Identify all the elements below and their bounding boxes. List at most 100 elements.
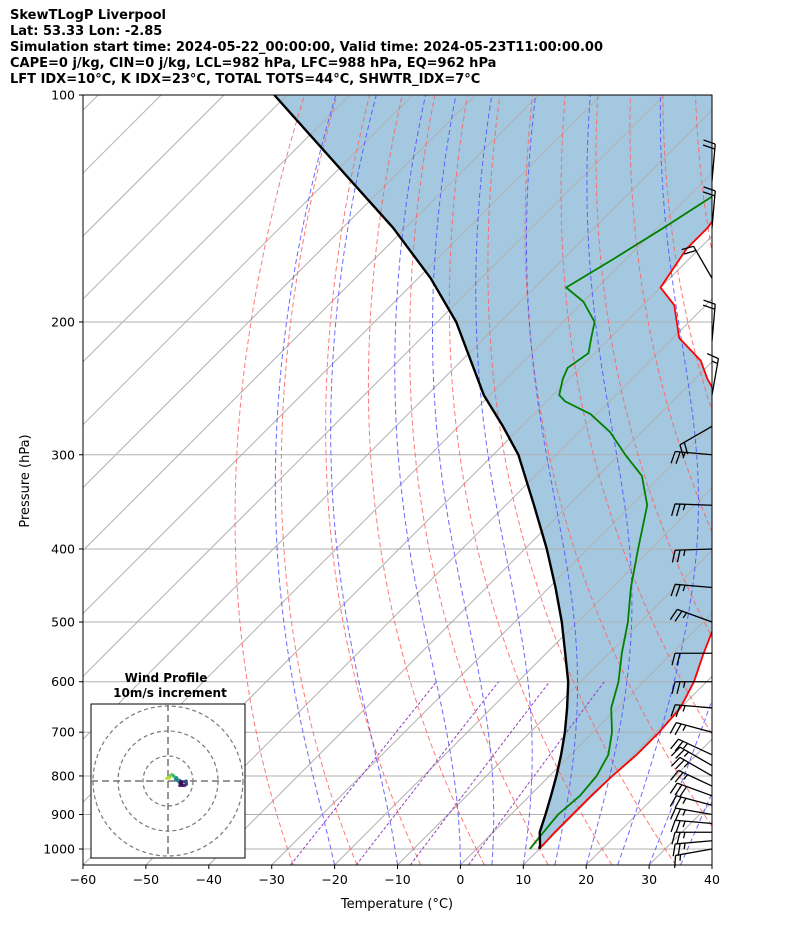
x-tick-label: 20	[578, 872, 594, 887]
barb-half-flag	[683, 549, 686, 557]
y-tick-label: 900	[51, 807, 75, 822]
x-tick-label: −20	[321, 872, 347, 887]
wind-barb	[670, 450, 713, 464]
sounding-profiles	[273, 95, 712, 850]
barb-flag	[670, 451, 676, 464]
barb-flag	[669, 807, 677, 820]
isotherm	[83, 109, 712, 740]
barb-flag	[670, 746, 681, 757]
barb-half-flag	[682, 705, 686, 712]
barb-half-flag	[683, 761, 690, 768]
barb-half-flag	[683, 751, 690, 757]
isotherm	[397, 549, 712, 865]
barb-staff	[711, 304, 716, 342]
barb-half-flag	[711, 360, 718, 365]
barb-half-flag	[682, 809, 687, 816]
moist-adiabat	[680, 792, 712, 865]
barb-flag	[674, 855, 677, 868]
moist-adiabat	[585, 95, 633, 865]
barb-flag	[677, 843, 681, 856]
wind-barb	[669, 782, 713, 798]
dry-adiabat	[234, 95, 305, 865]
dry-adiabat	[524, 95, 712, 828]
wind-barb	[669, 795, 713, 809]
y-tick-label: 700	[51, 725, 75, 740]
barb-half-flag	[682, 724, 687, 731]
wind-barb	[671, 831, 712, 845]
moist-adiabat	[648, 698, 712, 865]
barb-half-flag	[683, 774, 689, 780]
barb-flag	[675, 584, 681, 597]
moist-adiabat	[330, 95, 398, 865]
y-axis-label: Pressure (hPa)	[18, 434, 33, 527]
wind-barb	[706, 352, 720, 396]
barb-staff	[675, 450, 713, 456]
barb-half-flag	[682, 832, 686, 839]
wind-barb	[672, 840, 713, 857]
wind-barb	[702, 186, 716, 228]
barb-flag	[676, 681, 681, 694]
barb-flag	[672, 843, 676, 857]
barb-staff	[711, 144, 716, 181]
location-info: Lat: 53.33 Lon: -2.85	[10, 24, 163, 39]
barb-staff	[692, 245, 713, 279]
wind-barb	[671, 681, 712, 694]
barb-flag	[674, 740, 684, 752]
mixing-ratio-line	[409, 681, 550, 865]
dry-adiabat	[409, 95, 549, 865]
barb-staff	[711, 358, 720, 396]
mixing-ratio-line	[355, 681, 499, 865]
barb-flag	[669, 795, 677, 807]
barb-flag	[670, 584, 676, 597]
barb-flag	[670, 769, 679, 781]
wind-barb	[681, 245, 713, 279]
time-info: Simulation start time: 2024-05-22_00:00:…	[10, 40, 603, 55]
barb-flag	[675, 749, 685, 759]
moist-adiabat	[394, 95, 461, 865]
wind-barb	[670, 756, 713, 777]
wind-barb	[670, 746, 713, 767]
isotherm	[460, 612, 712, 865]
dry-adiabat	[595, 95, 712, 639]
wind-barb	[670, 704, 713, 718]
barb-flag	[675, 503, 681, 517]
wind-barb	[670, 769, 713, 787]
barb-flag	[670, 738, 679, 750]
cape-shading	[274, 95, 712, 849]
barb-flag	[669, 722, 677, 734]
barb-flag	[703, 186, 716, 192]
hodograph-inset: Wind Profile 10m/s increment	[90, 671, 246, 859]
isotherm	[83, 95, 351, 363]
wind-barb	[671, 652, 712, 666]
barb-staff	[676, 795, 713, 806]
isotherm	[271, 423, 712, 865]
temperature-line	[538, 220, 712, 850]
barb-flag	[674, 796, 682, 809]
barb-staff	[674, 548, 713, 551]
barb-staff	[675, 704, 713, 709]
stability-indices-1: CAPE=0 j/kg, CIN=0 j/kg, LCL=982 hPa, LF…	[10, 56, 497, 71]
x-axis-ticks: −60 −50 −40 −30 −20 −10 0 10 20 30 40	[70, 865, 720, 887]
barb-flag	[674, 772, 684, 783]
dry-adiabat	[448, 95, 613, 865]
x-tick-label: 30	[641, 872, 657, 887]
barb-flag	[703, 139, 716, 145]
barb-staff	[676, 722, 713, 733]
barb-staff	[675, 840, 713, 845]
dewpoint-line	[529, 195, 712, 850]
barb-half-flag	[683, 842, 686, 850]
barb-flag	[675, 451, 681, 464]
barb-staff	[678, 769, 713, 787]
x-tick-label: 40	[704, 872, 720, 887]
y-axis-ticks: 1000 900 800 700 600 500 400 300 200 100	[43, 88, 83, 857]
isotherm	[775, 95, 794, 865]
barb-flag	[683, 442, 689, 455]
y-tick-label: 600	[51, 674, 75, 689]
x-tick-label: −30	[259, 872, 285, 887]
mixing-ratio-line	[468, 681, 605, 865]
barb-staff	[675, 848, 713, 857]
hodograph-title: Wind Profile	[125, 671, 208, 685]
chart-header: SkewTLogP Liverpool Lat: 53.33 Lon: -2.8…	[10, 8, 603, 88]
barb-flag	[675, 759, 685, 770]
